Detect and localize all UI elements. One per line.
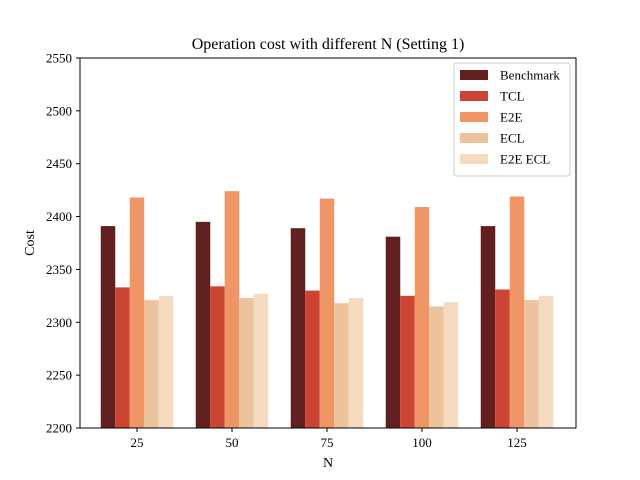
bar-e2e-ecl-75: [348, 297, 364, 428]
bar-tcl-75: [305, 290, 320, 428]
bar-tcl-100: [400, 295, 415, 428]
legend-label: TCL: [500, 89, 525, 104]
y-tick-label: 2200: [46, 421, 72, 436]
bar-ecl-50: [239, 297, 254, 428]
x-tick-label: 50: [226, 435, 239, 450]
y-tick-label: 2250: [46, 368, 72, 383]
legend-swatch-ecl: [460, 133, 488, 143]
y-tick-label: 2300: [46, 315, 72, 330]
legend-swatch-tcl: [460, 91, 488, 101]
bar-e2e-ecl-25: [158, 295, 174, 428]
bar-benchmark-125: [480, 226, 496, 428]
bar-e2e-50: [224, 191, 240, 428]
bar-tcl-50: [210, 286, 225, 428]
bar-benchmark-75: [290, 228, 306, 428]
bar-ecl-125: [524, 300, 539, 428]
legend: Benchmark TCL E2E ECL E2E ECL: [453, 62, 571, 177]
y-tick-label: 2550: [46, 51, 72, 66]
y-axis-label: Cost: [23, 230, 38, 256]
x-tick-label: 125: [507, 435, 527, 450]
y-tick-label: 2450: [46, 156, 72, 171]
bar-ecl-75: [334, 303, 349, 428]
bar-benchmark-50: [195, 221, 211, 428]
bar-e2e-ecl-50: [253, 293, 269, 428]
y-tick-label: 2400: [46, 209, 72, 224]
bar-ecl-100: [429, 306, 444, 428]
x-tick-label: 75: [321, 435, 334, 450]
bar-tcl-125: [495, 289, 510, 428]
legend-label: E2E: [500, 110, 522, 125]
bar-benchmark-100: [385, 236, 401, 428]
chart-title: Operation cost with different N (Setting…: [192, 36, 465, 53]
bar-e2e-25: [129, 197, 145, 428]
x-tick-label: 100: [412, 435, 432, 450]
plot-frame: [79, 57, 577, 429]
y-tick-label: 2500: [46, 103, 72, 118]
bar-e2e-ecl-100: [443, 302, 459, 428]
legend-swatch-benchmark: [460, 70, 488, 80]
x-axis-label: N: [323, 456, 333, 471]
bar-benchmark-25: [100, 226, 116, 428]
bar-tcl-25: [115, 287, 130, 428]
bar-e2e-ecl-125: [538, 295, 554, 428]
bar-e2e-100: [414, 207, 430, 428]
legend-swatch-e2e: [460, 112, 488, 122]
x-tick-label: 25: [131, 435, 144, 450]
y-tick-label: 2350: [46, 262, 72, 277]
bar-e2e-75: [319, 198, 335, 428]
bars-group: [100, 191, 554, 428]
bar-ecl-25: [144, 300, 159, 428]
x-axis: 25 50 75 100 125: [131, 428, 527, 450]
legend-label: ECL: [500, 131, 525, 146]
legend-label: Benchmark: [500, 68, 560, 83]
bar-e2e-125: [509, 196, 525, 428]
legend-label: E2E ECL: [500, 152, 550, 167]
y-axis: 2200 2250 2300 2350 2400 2450 2500 2550: [46, 51, 80, 436]
legend-swatch-e2e-ecl: [460, 154, 488, 164]
